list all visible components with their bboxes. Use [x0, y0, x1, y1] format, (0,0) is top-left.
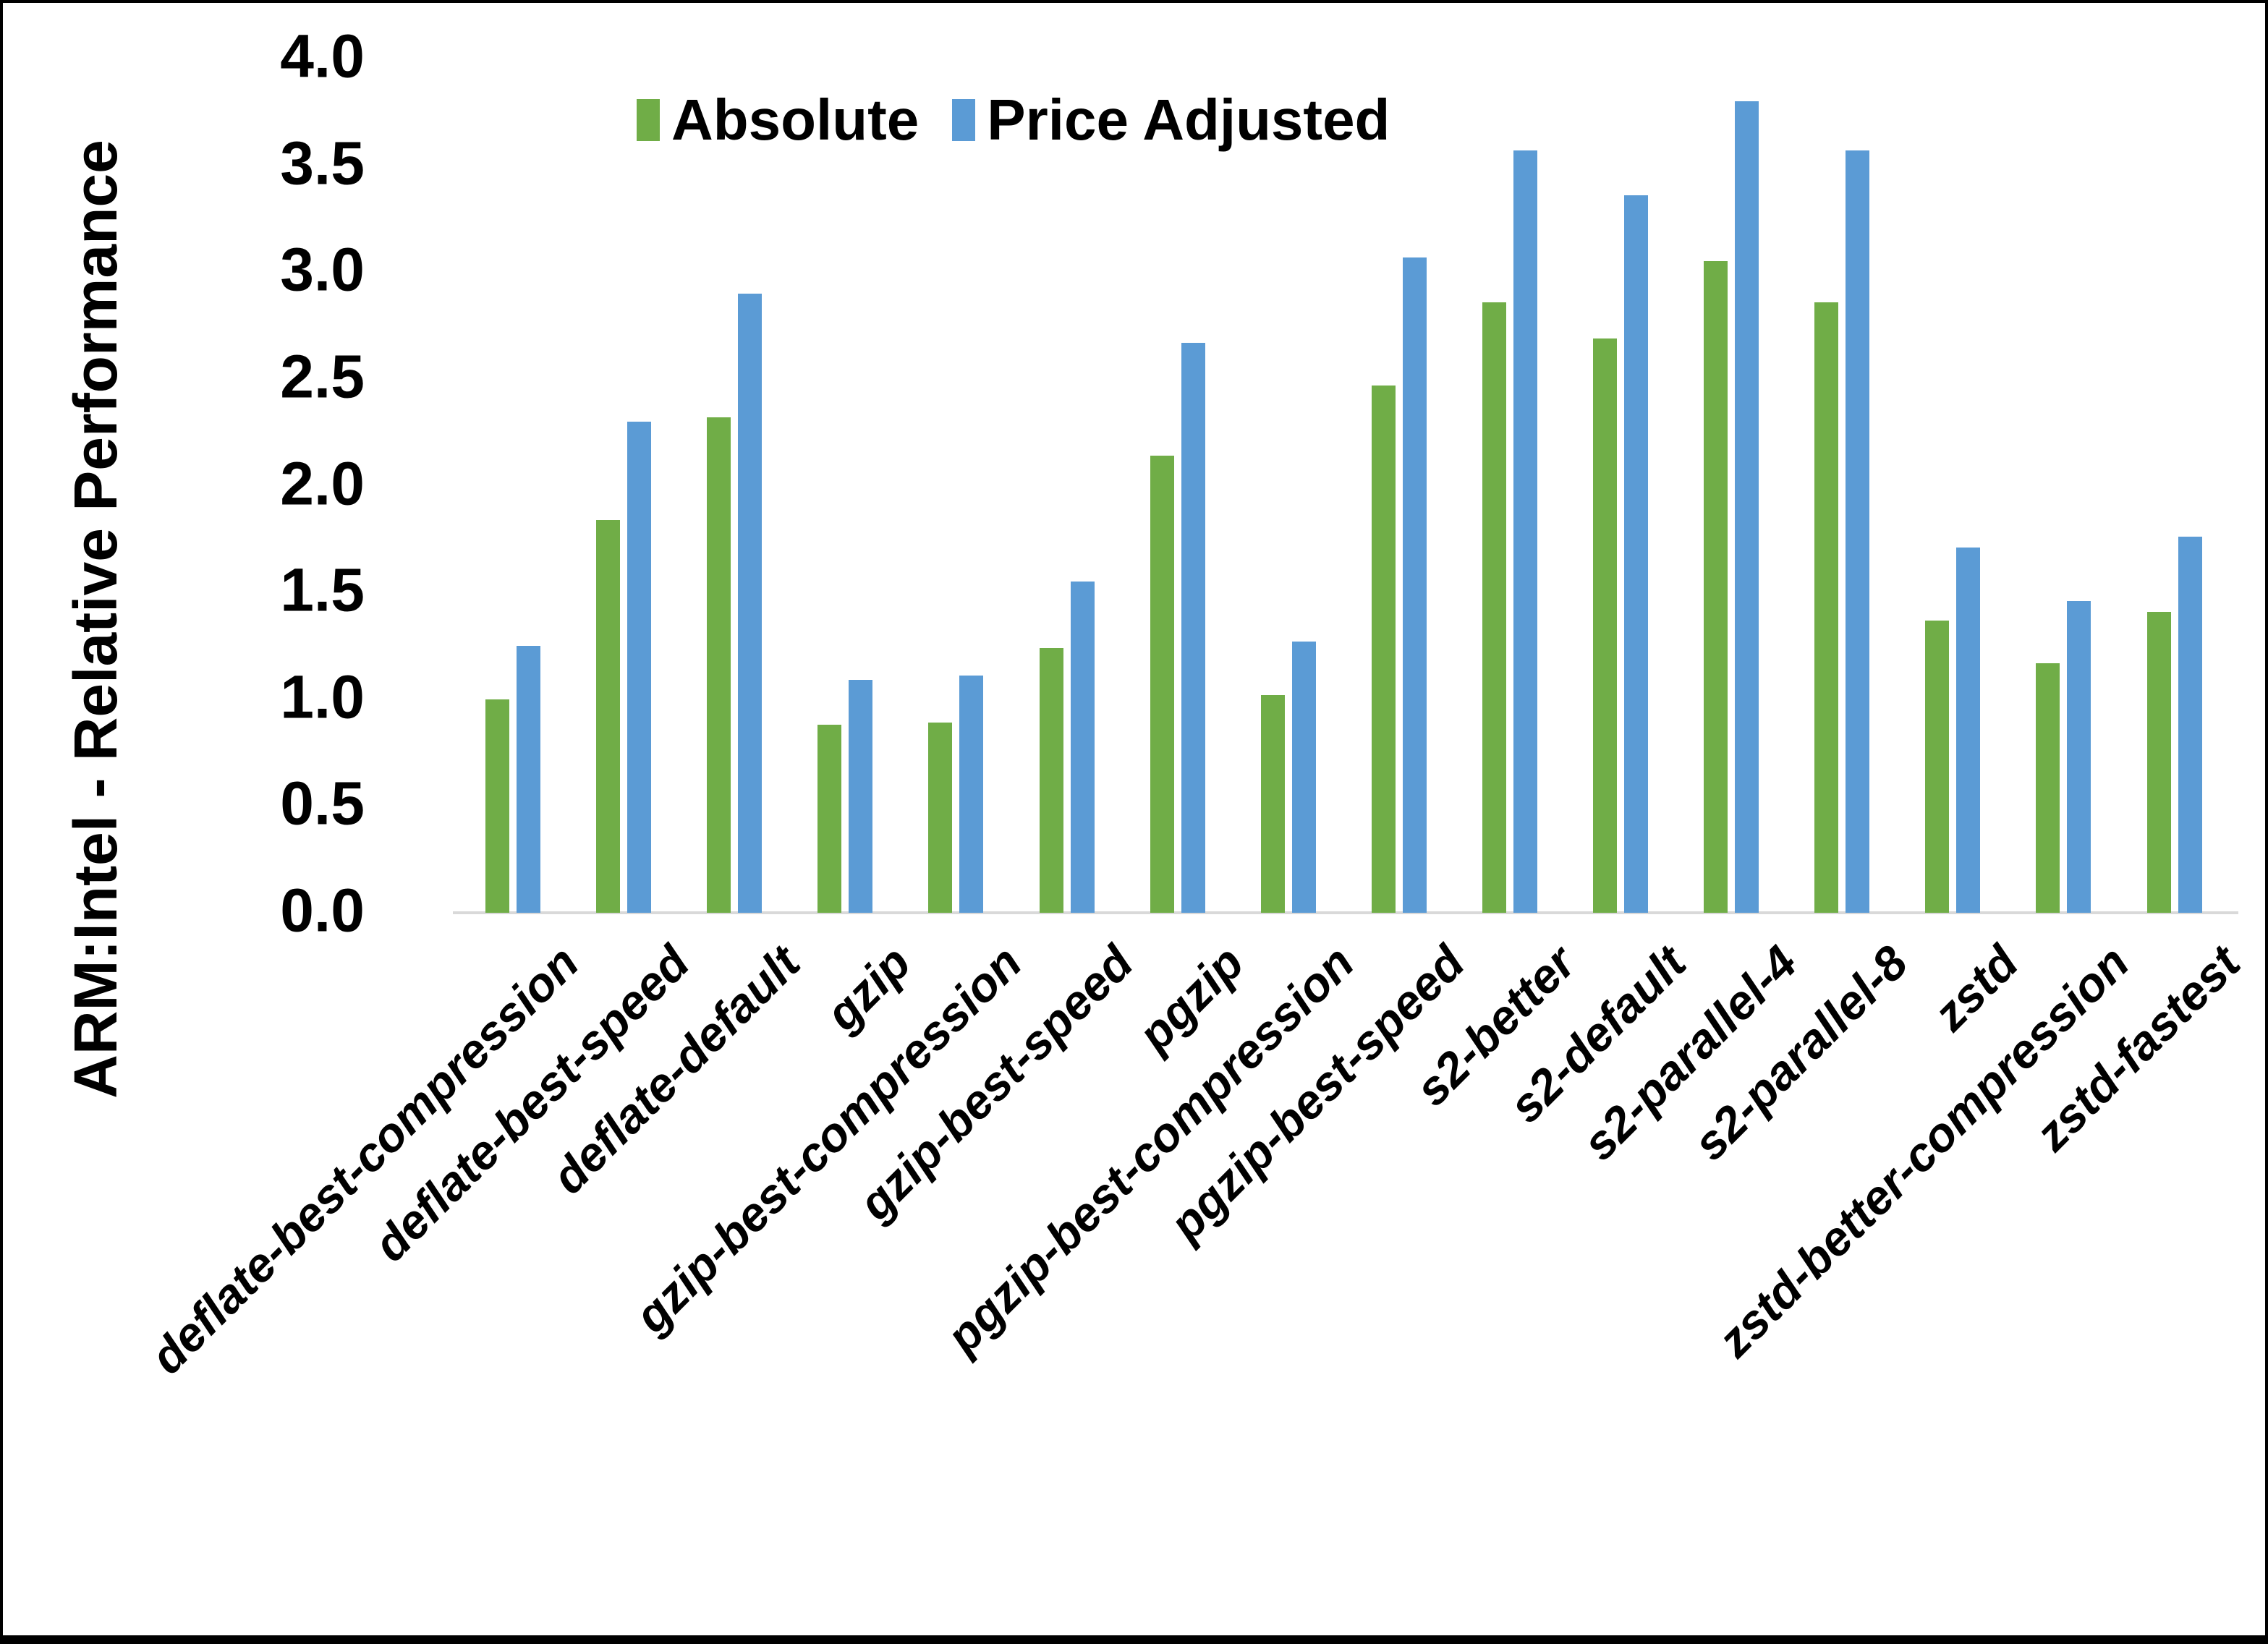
bar-price-adjusted-s2-parallel-4: [1735, 101, 1759, 913]
bar-absolute-zstd-fastest: [2147, 612, 2171, 913]
bar-absolute-pgzip-best-compression: [1261, 695, 1285, 913]
x-axis-line: [453, 911, 2238, 914]
bar-absolute-s2-better: [1482, 302, 1506, 913]
bar-price-adjusted-deflate-default: [738, 294, 762, 913]
bar-price-adjusted-gzip: [849, 680, 872, 913]
y-tick-label: 1.5: [280, 555, 365, 624]
bar-absolute-s2-parallel-8: [1814, 302, 1838, 913]
bar-price-adjusted-zstd-better-compression: [2067, 601, 2091, 913]
bar-price-adjusted-s2-default: [1624, 195, 1648, 913]
bar-absolute-gzip-best-speed: [1040, 648, 1063, 913]
bar-absolute-zstd: [1925, 621, 1949, 913]
legend-item-absolute: Absolute: [637, 91, 919, 149]
legend-swatch-absolute-icon: [637, 99, 660, 141]
bar-absolute-deflate-default: [707, 417, 731, 913]
y-tick-label: 1.0: [280, 663, 365, 731]
bar-price-adjusted-s2-parallel-8: [1846, 150, 1869, 913]
y-tick-label: 2.5: [280, 342, 365, 411]
bar-absolute-gzip: [817, 725, 841, 913]
legend: Absolute Price Adjusted: [637, 91, 1390, 149]
bar-price-adjusted-pgzip-best-speed: [1403, 257, 1427, 913]
legend-label-absolute: Absolute: [671, 88, 919, 152]
y-tick-label: 3.0: [280, 235, 365, 304]
y-tick-label: 2.0: [280, 449, 365, 518]
bar-price-adjusted-gzip-best-speed: [1071, 582, 1095, 913]
bar-absolute-deflate-best-compression: [485, 699, 509, 913]
bar-absolute-deflate-best-speed: [596, 520, 620, 913]
x-category-label: gzip: [815, 935, 921, 1041]
x-category-label: zstd: [1922, 935, 2029, 1041]
bar-absolute-s2-parallel-4: [1704, 261, 1728, 913]
bar-price-adjusted-pgzip: [1181, 343, 1205, 913]
bar-price-adjusted-zstd: [1956, 548, 1980, 913]
bar-absolute-zstd-better-compression: [2036, 663, 2060, 913]
legend-item-price-adjusted: Price Adjusted: [952, 91, 1390, 149]
bar-price-adjusted-gzip-best-compression: [959, 676, 983, 913]
y-tick-label: 3.5: [280, 129, 365, 197]
bar-price-adjusted-deflate-best-speed: [627, 422, 651, 913]
bar-price-adjusted-s2-better: [1513, 150, 1537, 913]
legend-label-price-adjusted: Price Adjusted: [987, 88, 1390, 152]
y-tick-label: 0.0: [280, 876, 365, 945]
bar-price-adjusted-zstd-fastest: [2178, 537, 2202, 913]
bar-price-adjusted-pgzip-best-compression: [1292, 642, 1316, 913]
y-tick-label: 0.5: [280, 770, 365, 838]
y-tick-label: 4.0: [280, 22, 365, 90]
legend-swatch-price-adjusted-icon: [952, 99, 976, 141]
bar-absolute-pgzip: [1150, 456, 1174, 913]
bar-price-adjusted-deflate-best-compression: [517, 646, 540, 913]
bar-absolute-s2-default: [1593, 338, 1617, 913]
x-category-label: deflate-best-compression: [140, 935, 589, 1384]
bar-absolute-gzip-best-compression: [928, 723, 952, 913]
bar-absolute-pgzip-best-speed: [1372, 386, 1396, 913]
bottom-frame-bar: [3, 1635, 2265, 1644]
